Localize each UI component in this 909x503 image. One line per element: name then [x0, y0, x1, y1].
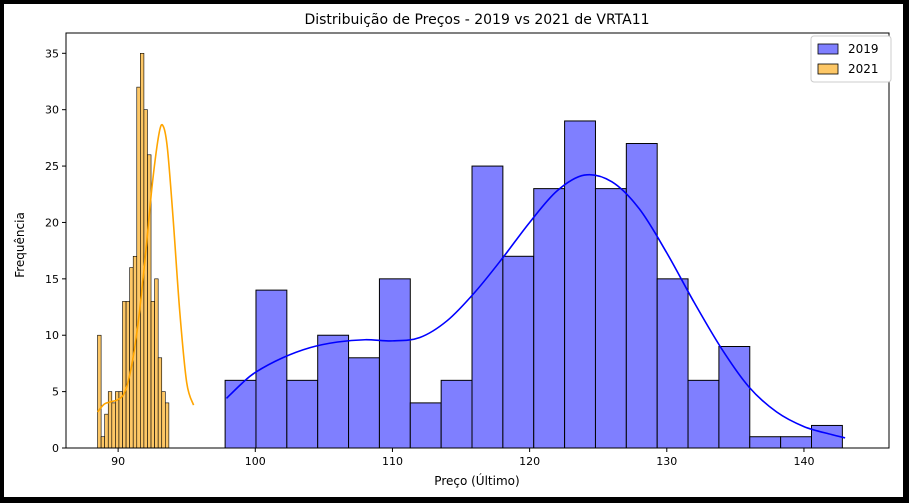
y-axis-label: Frequência	[13, 212, 27, 278]
x-tick-label: 100	[245, 455, 266, 468]
kde-line-2021	[96, 123, 195, 413]
bar-2021	[165, 402, 170, 449]
y-tick-label: 25	[45, 160, 59, 173]
bar-2021	[97, 334, 102, 449]
bar-2019	[224, 379, 257, 449]
x-tick-label: 140	[793, 455, 814, 468]
bar-2019	[348, 357, 380, 449]
legend-swatch-2021	[817, 63, 839, 75]
bar-2019	[625, 143, 658, 449]
y-tick-label: 15	[45, 273, 59, 286]
y-tick-label: 35	[45, 47, 59, 60]
kde-layer	[96, 123, 846, 439]
y-tick-label: 20	[45, 216, 59, 229]
bar-2019	[317, 334, 350, 449]
bar-2021	[154, 278, 159, 449]
bar-2019	[594, 188, 627, 449]
bar-2021	[111, 402, 116, 449]
bar-2021	[140, 52, 145, 449]
x-tick-label: 130	[656, 455, 677, 468]
y-tick-label: 0	[52, 442, 59, 455]
bar-2019	[780, 436, 813, 449]
bar-2019	[378, 278, 411, 449]
x-tick-label: 90	[111, 455, 125, 468]
bar-2019	[564, 120, 596, 449]
axes-layer: 90 100 110 120 130 140 0 5 10 15 20 25 30 35	[45, 32, 890, 468]
bar-2019	[656, 278, 689, 449]
legend-label-2021: 2021	[848, 62, 879, 76]
bar-2019	[286, 379, 319, 449]
bar-2019	[502, 255, 535, 449]
x-tick-label: 120	[519, 455, 540, 468]
bar-2019	[718, 346, 751, 449]
chart-title: Distribuição de Preços - 2019 vs 2021 de…	[304, 12, 649, 28]
bar-2021	[157, 357, 163, 449]
legend: 2019 2021	[810, 35, 892, 83]
bar-2019	[409, 402, 442, 449]
bar-2021	[118, 391, 123, 449]
y-tick-label: 10	[45, 329, 59, 342]
bar-2021	[136, 86, 141, 449]
x-axis-label: Preço (Último)	[434, 473, 519, 488]
bar-2021	[107, 391, 113, 449]
plot-area-border	[65, 32, 890, 449]
y-tick-label: 30	[45, 104, 59, 117]
bar-2021	[161, 391, 166, 449]
bar-2021	[150, 301, 155, 449]
kde-line-2019	[225, 173, 846, 439]
x-tick-label: 110	[382, 455, 403, 468]
bar-2019	[687, 379, 720, 449]
bar-2021	[104, 413, 109, 449]
chart-frame: Distribuição de Preços - 2019 vs 2021 de…	[4, 4, 903, 497]
bar-2021	[143, 109, 148, 449]
bar-2019	[440, 379, 473, 449]
legend-label-2019: 2019	[848, 42, 879, 56]
bar-2021	[122, 301, 127, 449]
y-tick-label: 5	[52, 386, 59, 399]
bars-layer	[97, 52, 843, 449]
bar-2021	[100, 436, 105, 449]
bar-2019	[533, 188, 566, 449]
histogram-chart: Distribuição de Preços - 2019 vs 2021 de…	[13, 12, 892, 488]
bar-2019	[749, 436, 782, 449]
bar-2019	[471, 165, 504, 449]
legend-swatch-2019	[817, 43, 839, 55]
